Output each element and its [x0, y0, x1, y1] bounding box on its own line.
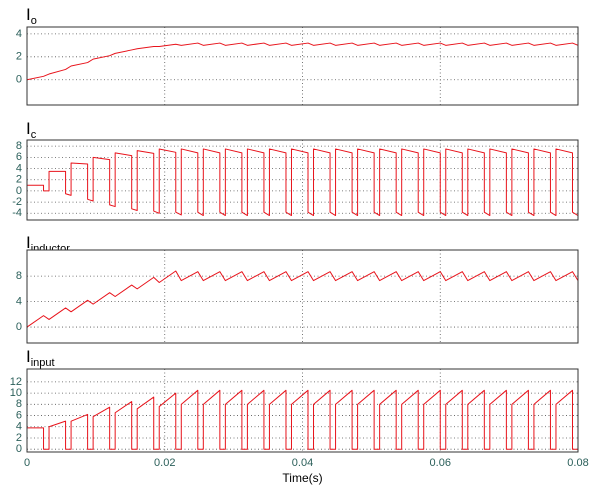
- plot-frame: [26, 368, 579, 453]
- y-tick-label: 8: [16, 398, 22, 410]
- y-tick-label: 0: [16, 321, 22, 333]
- y-tick-label: -2: [12, 196, 22, 208]
- y-tick-label: 4: [16, 296, 22, 308]
- y-tick-label: 2: [16, 174, 22, 186]
- panel-title: Iinput: [26, 347, 55, 369]
- y-tick-label: 0: [16, 74, 22, 86]
- y-tick-label: 4: [16, 162, 22, 174]
- x-tick-label: 0.08: [567, 457, 588, 469]
- panel-title: Ic: [26, 119, 37, 141]
- x-tick-label: 0.04: [292, 457, 313, 469]
- title-main: I: [26, 5, 31, 24]
- x-axis-label: Time(s): [282, 471, 322, 485]
- x-tick-label: 0.06: [430, 457, 451, 469]
- y-tick-label: -4: [12, 207, 22, 219]
- y-tick-label: 8: [16, 140, 22, 152]
- y-tick-label: 10: [10, 387, 22, 399]
- y-tick-label: 4: [16, 421, 22, 433]
- title-subscript: input: [31, 357, 55, 369]
- y-tick-label: 0: [16, 185, 22, 197]
- y-tick-label: 8: [16, 270, 22, 282]
- y-tick-label: 0: [16, 443, 22, 455]
- panel-title: Io: [26, 5, 37, 27]
- title-main: I: [26, 233, 31, 252]
- x-tick-label: 0.02: [154, 457, 175, 469]
- y-tick-label: 6: [16, 151, 22, 163]
- plot-frame: [26, 139, 579, 221]
- plot-frame: [26, 26, 579, 106]
- y-tick-label: 4: [16, 28, 22, 40]
- title-main: I: [26, 119, 31, 138]
- y-tick-label: 6: [16, 409, 22, 421]
- signal-line: [26, 270, 579, 328]
- title-subscript: o: [31, 15, 37, 27]
- y-tick-label: 2: [16, 51, 22, 63]
- title-subscript: c: [31, 129, 37, 141]
- y-tick-label: 12: [10, 376, 22, 388]
- title-main: I: [26, 347, 31, 366]
- x-tick-label: 0: [24, 457, 30, 469]
- signal-line: [26, 148, 579, 217]
- signal-line: [26, 42, 579, 81]
- y-tick-label: 2: [16, 432, 22, 444]
- plot-frame: [26, 249, 579, 344]
- signal-line: [26, 389, 578, 450]
